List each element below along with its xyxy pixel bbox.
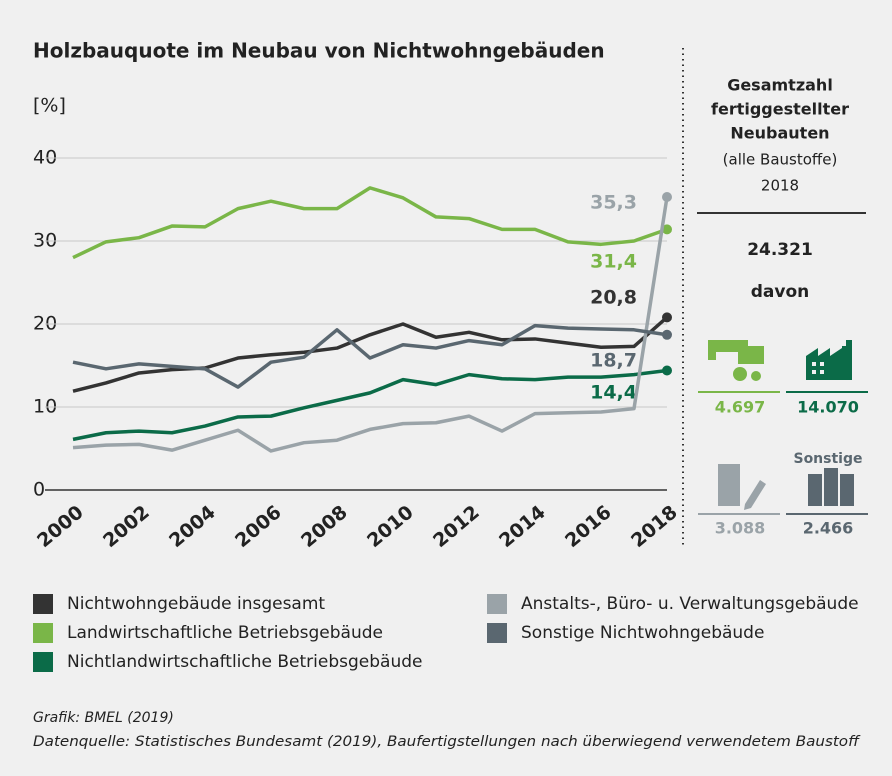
legend-label: Landwirtschaftliche Betriebsgebäude (67, 623, 383, 643)
legend-label: Nichtwohngebäude insgesamt (67, 594, 325, 614)
value-label: 18,7 (590, 350, 637, 372)
legend-swatch (33, 623, 53, 643)
legend-swatch (33, 594, 53, 614)
value-label: 20,8 (590, 287, 637, 309)
series-line (72, 316, 669, 393)
series-line (72, 368, 668, 442)
end-dot (662, 312, 672, 323)
panel-title: fertiggestellter (711, 100, 849, 119)
legend-swatch (33, 652, 53, 672)
y-tick-label: 0 (33, 479, 45, 501)
tractor-icon (708, 340, 764, 381)
panel-year: 2018 (761, 177, 799, 195)
factory-icon (806, 340, 852, 380)
legend-label: Nichtlandwirtschaftliche Betriebsgebäude (67, 652, 422, 672)
series-line (72, 323, 668, 389)
end-dot (662, 329, 672, 340)
end-dot (662, 224, 672, 235)
end-dot (662, 365, 672, 376)
panel-subtitle: (alle Baustoffe) (723, 151, 838, 169)
office-icon (718, 464, 766, 510)
buildings-icon (808, 468, 854, 506)
panel-total: 24.321 (747, 240, 813, 260)
value-label: 35,3 (590, 192, 637, 214)
legend-label: Sonstige Nichtwohngebäude (521, 623, 764, 643)
panel-value: 2.466 (803, 519, 854, 538)
footer-source: Datenquelle: Statistisches Bundesamt (20… (33, 734, 861, 750)
panel-item-label: Sonstige (793, 451, 862, 467)
panel-value: 4.697 (715, 398, 766, 417)
value-label: 14,4 (590, 382, 637, 404)
legend-label: Anstalts-, Büro- u. Verwaltungsgebäude (521, 594, 859, 614)
panel-davon: davon (751, 282, 810, 302)
footer-credit: Grafik: BMEL (2019) (33, 710, 174, 726)
panel-title: Gesamtzahl (727, 76, 833, 95)
legend-swatch (487, 623, 507, 643)
panel-title: Neubauten (730, 124, 829, 143)
series-line (72, 186, 668, 260)
legend-swatch (487, 594, 507, 614)
series-line (72, 196, 669, 453)
panel-value: 3.088 (715, 519, 766, 538)
y-axis-label: [%] (33, 95, 66, 117)
end-dot (662, 192, 672, 203)
chart-title: Holzbauquote im Neubau von Nichtwohngebä… (33, 39, 605, 63)
value-label: 31,4 (590, 251, 637, 273)
panel-value: 14.070 (797, 398, 859, 417)
